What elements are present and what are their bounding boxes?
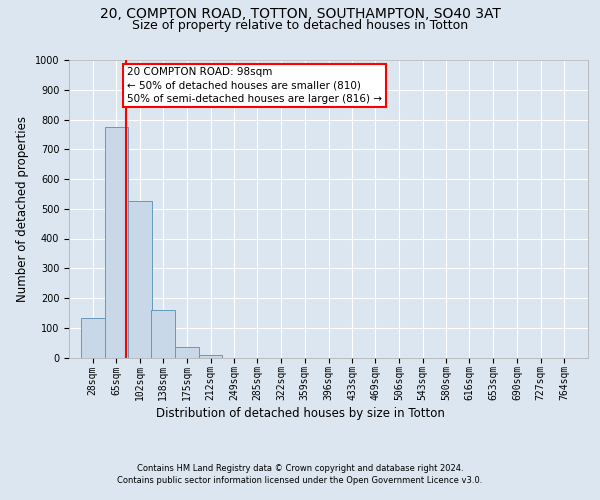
Bar xyxy=(128,202,152,358)
Text: Size of property relative to detached houses in Totton: Size of property relative to detached ho… xyxy=(132,18,468,32)
Bar xyxy=(104,127,128,358)
Bar xyxy=(175,347,199,358)
Bar xyxy=(151,310,175,358)
Bar xyxy=(81,318,104,358)
Y-axis label: Number of detached properties: Number of detached properties xyxy=(16,116,29,302)
Bar xyxy=(199,354,223,358)
Text: Contains public sector information licensed under the Open Government Licence v3: Contains public sector information licen… xyxy=(118,476,482,485)
Text: 20, COMPTON ROAD, TOTTON, SOUTHAMPTON, SO40 3AT: 20, COMPTON ROAD, TOTTON, SOUTHAMPTON, S… xyxy=(100,8,500,22)
Text: Contains HM Land Registry data © Crown copyright and database right 2024.: Contains HM Land Registry data © Crown c… xyxy=(137,464,463,473)
Text: 20 COMPTON ROAD: 98sqm
← 50% of detached houses are smaller (810)
50% of semi-de: 20 COMPTON ROAD: 98sqm ← 50% of detached… xyxy=(127,68,382,104)
Text: Distribution of detached houses by size in Totton: Distribution of detached houses by size … xyxy=(155,408,445,420)
